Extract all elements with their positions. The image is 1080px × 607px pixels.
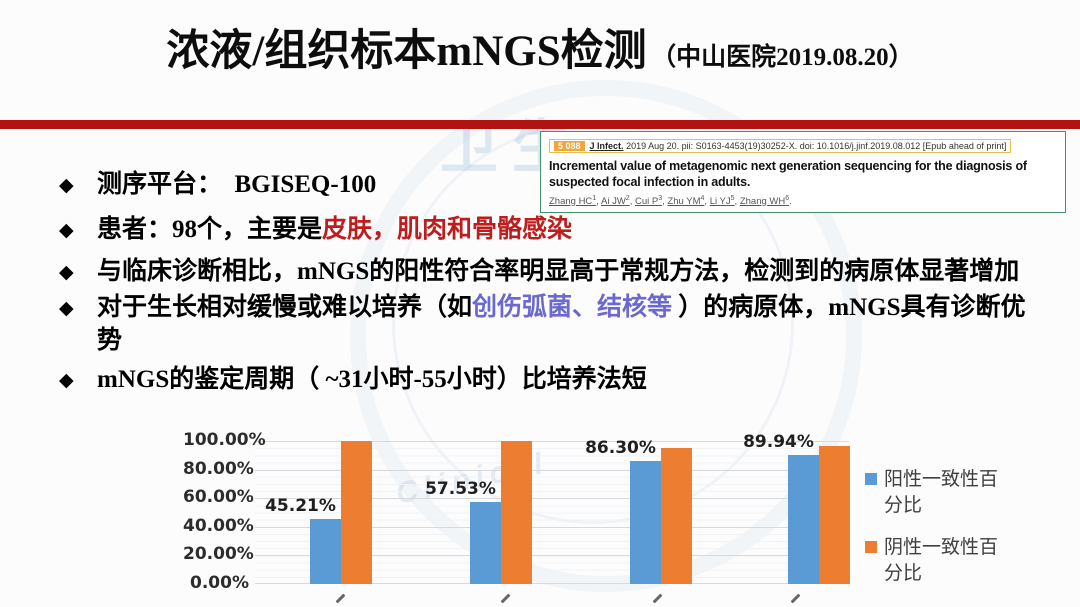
diamond-bullet-icon: ◆ (59, 262, 74, 283)
bar-negative-agreement (819, 446, 850, 584)
citation-box: 5 088 J Infect. 2019 Aug 20. pii: S0163-… (540, 131, 1066, 213)
legend-color-swatch-icon (865, 541, 877, 554)
gridline (255, 526, 849, 528)
citation-journal-line: 5 088 J Infect. 2019 Aug 20. pii: S0163-… (549, 139, 1012, 153)
legend-color-swatch-icon (865, 473, 877, 485)
legend-label: 阴性一致性百分比 (884, 536, 999, 584)
diamond-bullet-icon: ◆ (59, 220, 74, 241)
bullet-text: 测序平台： BGISEQ-100 (97, 171, 377, 198)
bullet-list: ◆ 测序平台： BGISEQ-100 ◆ 患者：98个，主要是皮肤，肌肉和骨骼感染 ◆ 与… (57, 168, 1035, 396)
bullet-text: 与临床诊断相比，mNGS的阳性符合率明显高于常规方法，检测到的病原体显著增加 (97, 258, 1020, 285)
bullet-text: 患者：98个，主要是 (97, 216, 323, 243)
chart-plot-area (255, 441, 850, 584)
bar-positive-agreement (470, 501, 501, 584)
legend-label: 阳性一致性百分比 (884, 468, 999, 516)
y-axis-tick-label: 40.00% (183, 515, 254, 536)
citation-authors: Zhang HC1, Ai JW2, Cui P3, Zhu YM4, Li Y… (549, 194, 792, 207)
bar-chart: 阳性一致性百分比 阴性一致性百分比 0.00% 20.00% 40.00% 60.00%… (183, 428, 1078, 607)
citation-meta: 2019 Aug 20. pii: S0163-4453(19)30252-X.… (626, 141, 1007, 151)
bar-value-label: 86.30% (585, 437, 656, 458)
y-axis-tick-label: 100.00% (183, 430, 266, 450)
author-link[interactable]: Zhang HC1 (549, 194, 597, 207)
bullet-text: mNGS的鉴定周期（ ~31小时-55小时）比培养法短 (97, 366, 647, 393)
bullet-item: ◆ mNGS的鉴定周期（ ~31小时-55小时）比培养法短 (57, 363, 1035, 396)
bar-positive-agreement (788, 455, 819, 584)
x-axis-label-clipped (335, 593, 346, 604)
bullet-item: ◆ 对于生长相对缓慢或难以培养（如创伤弧菌、结核等 ）的病原体，mNGS具有诊断优… (57, 291, 1035, 357)
gridline (255, 498, 849, 500)
diamond-bullet-icon: ◆ (59, 175, 74, 196)
legend-item: 阳性一致性百分比 (865, 467, 1005, 518)
chart-legend: 阳性一致性百分比 阴性一致性百分比 (865, 467, 1005, 604)
bullet-text: 对于生长相对缓慢或难以培养（如 (97, 294, 473, 321)
bar-positive-agreement (310, 519, 341, 584)
y-axis-tick-label: 80.00% (183, 458, 254, 479)
bullet-item: ◆ 测序平台： BGISEQ-100 (57, 168, 1035, 201)
journal-link[interactable]: J Infect. (589, 141, 624, 151)
author-link[interactable]: Zhang WH6 (739, 194, 790, 207)
gridline (255, 469, 849, 471)
author-link[interactable]: Ai JW2 (600, 194, 630, 207)
bullet-item: ◆ 患者：98个，主要是皮肤，肌肉和骨骼感染 (57, 213, 1035, 246)
bar-value-label: 57.53% (425, 478, 496, 499)
slide-title-block: 浓液/组织标本mNGS检测 （中山医院2019.08.20） (0, 16, 1080, 78)
author-link[interactable]: Li YJ5 (709, 194, 735, 207)
citation-title: Incremental value of metagenomic next ge… (549, 159, 1027, 190)
bullet-text: 创伤弧菌、结核等 (472, 294, 679, 321)
gridline (255, 583, 849, 584)
result-count-badge: 5 088 (554, 141, 585, 151)
x-axis-label-clipped (790, 593, 801, 604)
author-link[interactable]: Zhu YM4 (667, 194, 705, 207)
bullet-text: ）的病原体，mNGS具有诊断优势 (97, 294, 1026, 354)
legend-item: 阴性一致性百分比 (865, 535, 1005, 586)
diamond-bullet-icon: ◆ (59, 370, 74, 391)
bar-value-label: 89.94% (743, 432, 814, 453)
diamond-bullet-icon: ◆ (59, 298, 74, 319)
y-axis-tick-label: 20.00% (183, 544, 254, 565)
x-axis-label-clipped (652, 593, 663, 604)
y-axis-tick-label: 60.00% (183, 487, 254, 508)
page-title-suffix: （中山医院2019.08.20） (651, 44, 914, 71)
x-axis-label-clipped (500, 593, 511, 604)
bar-negative-agreement (661, 448, 692, 584)
y-axis-tick-label: 0.00% (190, 573, 249, 593)
gridline (255, 441, 849, 442)
author-link[interactable]: Cui P3 (634, 194, 663, 207)
bar-negative-agreement (501, 441, 532, 584)
gridline (255, 555, 849, 557)
bar-value-label: 45.21% (265, 496, 336, 517)
title-divider (0, 120, 1080, 129)
bar-negative-agreement (341, 441, 372, 584)
bullet-item: ◆ 与临床诊断相比，mNGS的阳性符合率明显高于常规方法，检测到的病原体显著增加 (57, 255, 1035, 288)
bar-positive-agreement (630, 460, 661, 584)
bullet-text: 皮肤，肌肉和骨骼感染 (322, 216, 573, 243)
page-title: 浓液/组织标本mNGS检测 (166, 28, 647, 75)
